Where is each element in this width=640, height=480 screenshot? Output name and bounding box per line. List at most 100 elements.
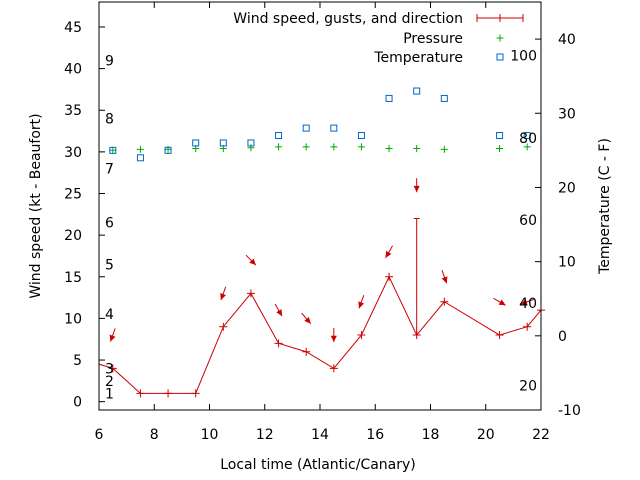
- wind-direction-arrow: [109, 328, 116, 342]
- y2-axis-label: Temperature (C - F): [597, 138, 613, 275]
- wind-direction-arrow: [330, 328, 337, 343]
- beaufort-label: 2: [105, 374, 114, 390]
- y2-tick-label: -10: [558, 403, 581, 419]
- wind-arrow-head: [276, 309, 283, 317]
- fahrenheit-label: 100: [510, 48, 537, 64]
- pressure-point: [523, 143, 531, 151]
- wind-speed-point: [495, 331, 504, 340]
- y-tick-label: 35: [64, 103, 82, 119]
- wind-speed-point: [440, 297, 449, 306]
- wind-speed-point: [302, 347, 311, 356]
- y-tick-label: 30: [64, 145, 82, 161]
- pressure-point: [496, 145, 504, 153]
- wind-arrow-head: [220, 293, 226, 301]
- wind-direction-arrow: [385, 245, 393, 259]
- legend-wind-label: Wind speed, gusts, and direction: [233, 11, 463, 27]
- pressure-point: [385, 145, 393, 153]
- wind-arrow-head: [385, 250, 392, 258]
- x-tick-label: 14: [311, 427, 329, 443]
- pressure-point: [247, 144, 255, 152]
- wind-speed-point: [274, 339, 283, 348]
- temperature-point: [385, 94, 393, 102]
- x-tick-label: 10: [201, 427, 219, 443]
- x-tick-label: 16: [366, 427, 384, 443]
- temperature-point: [164, 146, 172, 154]
- wind-direction-arrow: [520, 298, 534, 305]
- beaufort-label: 8: [105, 112, 114, 128]
- pressure-point: [440, 145, 448, 153]
- legend-pressure-label: Pressure: [403, 31, 463, 47]
- y-tick-label: 15: [64, 270, 82, 286]
- wind-arrow-head: [109, 334, 116, 342]
- wind-speed-point: [191, 389, 200, 398]
- temperature-point: [275, 132, 283, 140]
- x-tick-label: 18: [422, 427, 440, 443]
- legend: Wind speed, gusts, and direction Pressure…: [233, 11, 524, 66]
- y-tick-label: 40: [64, 62, 82, 78]
- wind-direction-arrow: [274, 303, 283, 317]
- x-tick-label: 8: [150, 427, 159, 443]
- legend-wind-marker: [496, 14, 504, 22]
- temperature-point: [109, 146, 117, 154]
- x-tick-label: 22: [532, 427, 550, 443]
- wind-arrow-head: [498, 299, 506, 306]
- wind-direction-arrow: [220, 286, 227, 301]
- fahrenheit-label: 80: [519, 131, 537, 147]
- beaufort-label: 6: [105, 216, 114, 232]
- wind-speed-point: [385, 272, 394, 281]
- y2-tick-label: 10: [558, 255, 576, 271]
- y-tick-label: 25: [64, 187, 82, 203]
- wind-arrow-head: [441, 276, 448, 284]
- temperature-point: [247, 139, 255, 147]
- y2-tick-label: 0: [558, 329, 567, 345]
- wind-direction-arrow: [301, 312, 312, 325]
- y-tick-label: 45: [64, 20, 82, 36]
- fahrenheit-label: 20: [519, 379, 537, 395]
- wind-direction-arrow: [441, 270, 448, 284]
- temperature-point: [413, 87, 421, 95]
- legend-temperature: Temperature: [373, 50, 504, 66]
- y2-tick-label: 40: [558, 32, 576, 48]
- pressure-point: [357, 143, 365, 151]
- legend-temperature-marker: [496, 53, 504, 61]
- chart-marks: [99, 87, 545, 398]
- fahrenheit-label: 40: [519, 296, 537, 312]
- legend-pressure-marker: [496, 34, 504, 42]
- wind-direction-arrow: [358, 295, 365, 309]
- y2-tick-label: 20: [558, 180, 576, 196]
- wind-speed-point: [357, 331, 366, 340]
- temperature-point: [219, 139, 227, 147]
- wind-arrow-head: [413, 185, 420, 193]
- y2-tick-label: 30: [558, 106, 576, 122]
- beaufort-label: 5: [105, 257, 114, 273]
- y-tick-label: 20: [64, 228, 82, 244]
- wind-arrow-head: [249, 258, 256, 266]
- x-tick-label: 6: [95, 427, 104, 443]
- wind-speed-point: [108, 364, 117, 373]
- legend-pressure: Pressure: [403, 31, 504, 47]
- temperature-point: [192, 139, 200, 147]
- temperature-point: [523, 132, 531, 140]
- wind-speed-point: [523, 322, 532, 331]
- legend-temperature-label: Temperature: [373, 50, 463, 66]
- y-axis-label: Wind speed (kt - Beaufort): [28, 113, 44, 298]
- temperature-point: [302, 124, 310, 132]
- axis-ticks: 6 8 10 12 14 16 18 20 2 20 5 10 15 20 25 30 35 40 45 -10 0 10…: [64, 2, 581, 443]
- pressure-point: [109, 146, 117, 154]
- beaufort-label: 9: [105, 53, 114, 69]
- pressure-point: [330, 143, 338, 151]
- wind-speed-point: [329, 364, 338, 373]
- y-tick-label: 10: [64, 311, 82, 327]
- fahrenheit-label: 60: [519, 213, 537, 229]
- temperature-point: [136, 154, 144, 162]
- wind-direction-arrow: [493, 297, 506, 306]
- x-axis-label: Local time (Atlantic/Canary): [220, 457, 416, 473]
- wind-direction-arrow: [245, 254, 257, 266]
- beaufort-label: 7: [105, 162, 114, 178]
- temperature-point: [496, 132, 504, 140]
- wind-direction-arrow: [413, 178, 420, 193]
- pressure-point: [136, 145, 144, 153]
- x-tick-label: 12: [256, 427, 274, 443]
- temperature-point: [440, 94, 448, 102]
